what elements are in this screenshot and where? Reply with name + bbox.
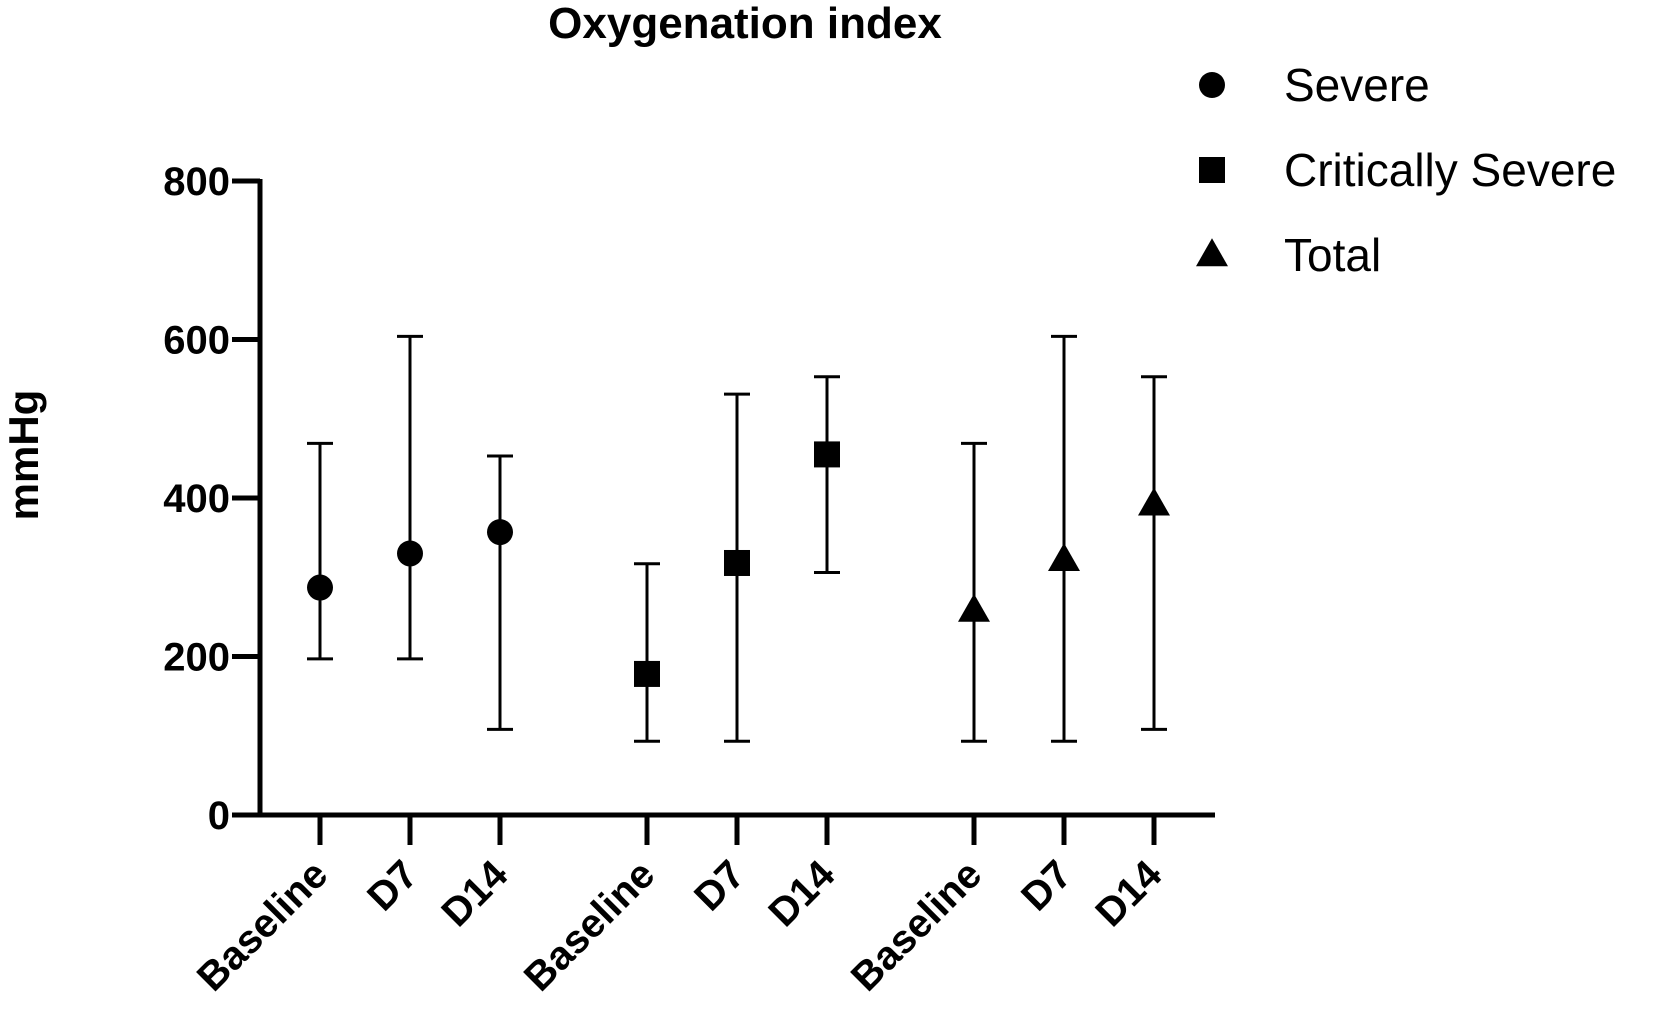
- legend-marker-Critically Severe: [1199, 157, 1225, 183]
- point-Critically Severe-Baseline: [634, 660, 660, 687]
- legend-label-Severe: Severe: [1284, 59, 1430, 111]
- x-tick-label-Total-D7: D7: [1013, 852, 1080, 919]
- y-tick-label-0: 0: [208, 794, 230, 838]
- point-Severe-D7: [397, 540, 423, 567]
- chart-title: Oxygenation index: [548, 0, 942, 48]
- x-tick-label-Severe-Baseline: Baseline: [189, 852, 336, 999]
- legend-label-Total: Total: [1284, 229, 1381, 281]
- x-tick-label-Total-Baseline: Baseline: [843, 852, 990, 999]
- y-tick-label-600: 600: [163, 319, 230, 363]
- point-Critically Severe-D7: [724, 549, 750, 576]
- legend: Severe Critically Severe Total: [1196, 59, 1616, 281]
- data-marks: [307, 334, 1170, 743]
- legend-marker-Severe: [1199, 72, 1225, 98]
- x-tick-label-Critically Severe-D14: D14: [760, 852, 844, 936]
- legend-label-Critically Severe: Critically Severe: [1284, 144, 1616, 196]
- x-tick-label-Total-D14: D14: [1087, 852, 1171, 936]
- y-tick-label-800: 800: [163, 160, 230, 204]
- point-Severe-Baseline: [307, 574, 333, 601]
- legend-marker-Total: [1196, 238, 1228, 267]
- x-tick-label-Severe-D7: D7: [359, 852, 426, 919]
- x-tick-label-Critically Severe-D7: D7: [686, 852, 753, 919]
- y-axis-label: mmHg: [0, 390, 47, 521]
- x-ticks: Baseline D7 D14 Baseline D7 D14 Baseline D7 D14: [189, 815, 1171, 1000]
- point-Critically Severe-D14: [814, 441, 840, 468]
- y-ticks: 0 200 400 600 800: [163, 160, 260, 838]
- x-tick-label-Critically Severe-Baseline: Baseline: [516, 852, 663, 999]
- point-Severe-D14: [487, 519, 513, 546]
- y-tick-label-200: 200: [163, 636, 230, 680]
- point-Total-D7: [1048, 543, 1080, 572]
- point-Total-D14: [1138, 487, 1170, 516]
- y-tick-label-400: 400: [163, 477, 230, 521]
- point-Total-Baseline: [958, 593, 990, 622]
- x-tick-label-Severe-D14: D14: [433, 852, 517, 936]
